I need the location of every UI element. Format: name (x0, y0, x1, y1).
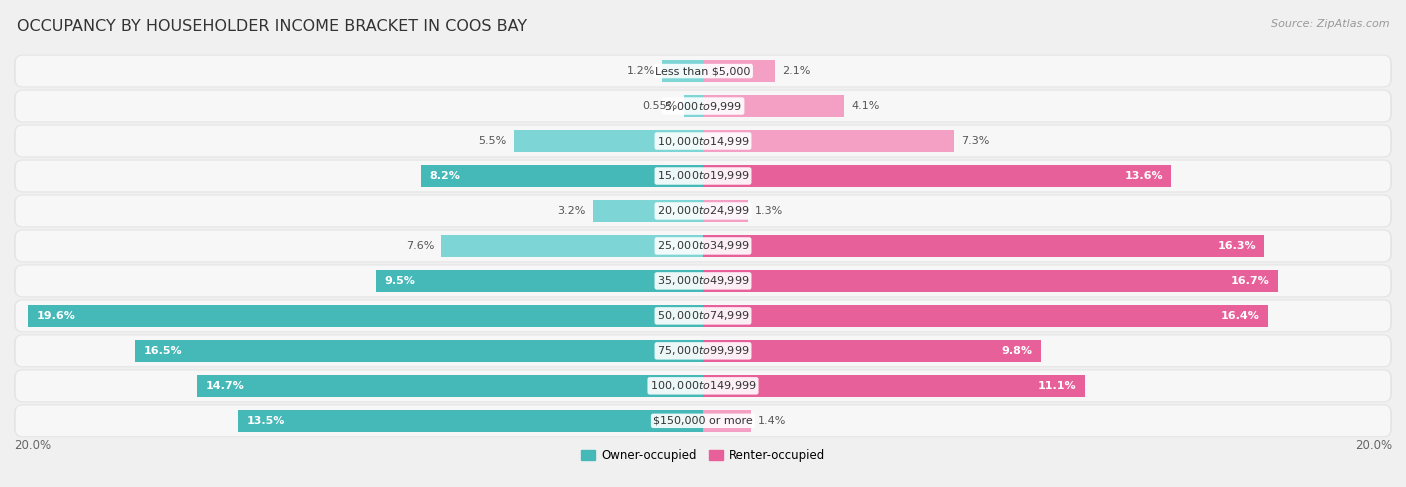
Text: 0.55%: 0.55% (643, 101, 678, 111)
Bar (703, 130, 955, 152)
Text: $10,000 to $14,999: $10,000 to $14,999 (657, 134, 749, 148)
Legend: Owner-occupied, Renter-occupied: Owner-occupied, Renter-occupied (576, 445, 830, 467)
Text: 1.3%: 1.3% (755, 206, 783, 216)
FancyBboxPatch shape (14, 194, 1392, 227)
Text: 14.7%: 14.7% (205, 381, 245, 391)
FancyBboxPatch shape (14, 229, 1392, 262)
Bar (703, 165, 1171, 187)
Bar (703, 95, 844, 117)
Text: $100,000 to $149,999: $100,000 to $149,999 (650, 379, 756, 393)
Text: 4.1%: 4.1% (851, 101, 880, 111)
FancyBboxPatch shape (14, 300, 1392, 332)
FancyBboxPatch shape (14, 404, 1392, 437)
Bar (703, 235, 1264, 257)
Text: 9.5%: 9.5% (384, 276, 415, 286)
Bar (28, 305, 703, 327)
Bar (703, 270, 1278, 292)
Text: 3.2%: 3.2% (558, 206, 586, 216)
Text: 1.2%: 1.2% (627, 66, 655, 76)
FancyBboxPatch shape (15, 230, 1391, 262)
Text: Less than $5,000: Less than $5,000 (655, 66, 751, 76)
FancyBboxPatch shape (15, 91, 1391, 121)
Bar (197, 375, 703, 397)
FancyBboxPatch shape (14, 370, 1392, 402)
FancyBboxPatch shape (15, 265, 1391, 296)
FancyBboxPatch shape (14, 335, 1392, 367)
Bar (238, 410, 703, 431)
Bar (703, 200, 748, 222)
Text: 16.4%: 16.4% (1220, 311, 1260, 321)
FancyBboxPatch shape (14, 55, 1392, 88)
Bar (662, 60, 703, 82)
Text: 5.5%: 5.5% (478, 136, 506, 146)
Text: 16.3%: 16.3% (1218, 241, 1256, 251)
Text: $150,000 or more: $150,000 or more (654, 416, 752, 426)
FancyBboxPatch shape (15, 161, 1391, 191)
Text: 16.7%: 16.7% (1230, 276, 1270, 286)
Text: 7.3%: 7.3% (962, 136, 990, 146)
Text: $20,000 to $24,999: $20,000 to $24,999 (657, 205, 749, 218)
FancyBboxPatch shape (14, 90, 1392, 122)
Bar (441, 235, 703, 257)
Text: OCCUPANCY BY HOUSEHOLDER INCOME BRACKET IN COOS BAY: OCCUPANCY BY HOUSEHOLDER INCOME BRACKET … (17, 19, 527, 35)
Bar (703, 340, 1040, 362)
FancyBboxPatch shape (14, 125, 1392, 157)
Text: $15,000 to $19,999: $15,000 to $19,999 (657, 169, 749, 183)
FancyBboxPatch shape (15, 336, 1391, 366)
Text: 20.0%: 20.0% (1355, 439, 1392, 452)
Bar (375, 270, 703, 292)
Text: 8.2%: 8.2% (429, 171, 460, 181)
Bar (703, 60, 775, 82)
Text: 16.5%: 16.5% (143, 346, 181, 356)
Bar (703, 305, 1268, 327)
Bar (685, 95, 703, 117)
Text: 9.8%: 9.8% (1001, 346, 1032, 356)
Text: 13.6%: 13.6% (1125, 171, 1163, 181)
Text: 19.6%: 19.6% (37, 311, 76, 321)
Text: $5,000 to $9,999: $5,000 to $9,999 (664, 99, 742, 112)
Text: $35,000 to $49,999: $35,000 to $49,999 (657, 274, 749, 287)
Text: 11.1%: 11.1% (1038, 381, 1077, 391)
Text: 1.4%: 1.4% (758, 416, 786, 426)
FancyBboxPatch shape (15, 126, 1391, 156)
FancyBboxPatch shape (15, 405, 1391, 436)
Bar (513, 130, 703, 152)
Text: 20.0%: 20.0% (14, 439, 51, 452)
FancyBboxPatch shape (15, 300, 1391, 331)
Text: $50,000 to $74,999: $50,000 to $74,999 (657, 309, 749, 322)
Text: 7.6%: 7.6% (406, 241, 434, 251)
FancyBboxPatch shape (15, 56, 1391, 87)
Bar (593, 200, 703, 222)
Text: Source: ZipAtlas.com: Source: ZipAtlas.com (1271, 19, 1389, 30)
FancyBboxPatch shape (14, 264, 1392, 298)
Text: $25,000 to $34,999: $25,000 to $34,999 (657, 240, 749, 252)
FancyBboxPatch shape (15, 371, 1391, 401)
FancyBboxPatch shape (14, 160, 1392, 192)
Bar (703, 410, 751, 431)
Bar (135, 340, 703, 362)
Text: 13.5%: 13.5% (246, 416, 285, 426)
Bar (420, 165, 703, 187)
Bar (703, 375, 1085, 397)
Text: $75,000 to $99,999: $75,000 to $99,999 (657, 344, 749, 357)
Text: 2.1%: 2.1% (782, 66, 811, 76)
FancyBboxPatch shape (15, 196, 1391, 226)
